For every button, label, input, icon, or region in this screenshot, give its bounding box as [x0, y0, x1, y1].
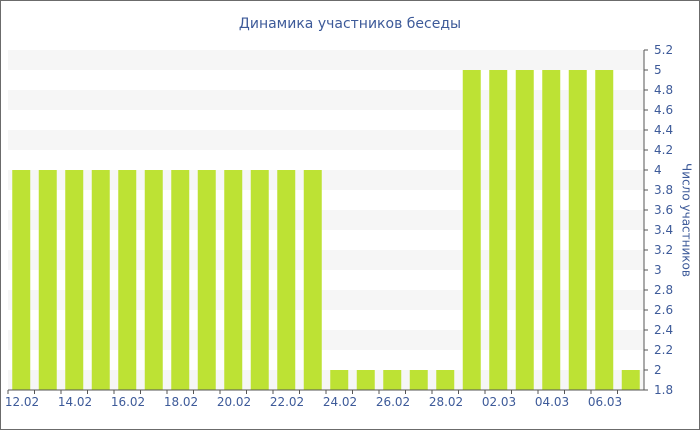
x-tick-label: 26.02: [376, 395, 410, 409]
grid-band: [8, 290, 644, 310]
bar-27.02: [409, 370, 428, 390]
y-tick-label: 3.8: [654, 183, 673, 197]
y-tick-label: 5: [654, 63, 662, 77]
bar-19.02: [197, 170, 216, 390]
bar-05.03: [568, 70, 587, 390]
bars: [12, 70, 640, 390]
x-tick-label: 20.02: [217, 395, 251, 409]
x-tick-label: 18.02: [164, 395, 198, 409]
bar-06.03: [595, 70, 614, 390]
y-tick-label: 4: [654, 163, 662, 177]
x-axis-ticks: 12.02 14.02 16.02 18.02 20.02 22.02 24.02 26.02…: [5, 390, 622, 409]
y-tick-label: 3: [654, 263, 662, 277]
grid-band: [8, 90, 644, 110]
bar-02.03: [489, 70, 508, 390]
grid-band: [8, 210, 644, 230]
bar-16.02: [118, 170, 137, 390]
y-tick-label: 3.6: [654, 203, 673, 217]
grid-band: [8, 370, 644, 390]
bar-24.02: [330, 370, 349, 390]
y-tick-label: 2.8: [654, 283, 673, 297]
y-tick-label: 5.2: [654, 43, 673, 57]
y-tick-label: 2.4: [654, 323, 673, 337]
bar-12.02: [12, 170, 31, 390]
chart-title: Динамика участников беседы: [239, 16, 461, 32]
x-tick-label: 22.02: [270, 395, 304, 409]
bar-18.02: [171, 170, 190, 390]
x-tick-label: 24.02: [323, 395, 357, 409]
grid-band: [8, 50, 644, 70]
bar-01.03: [462, 70, 481, 390]
y-axis-title: Число участников: [680, 163, 694, 277]
y-tick-label: 3.4: [654, 223, 673, 237]
x-tick-label: 16.02: [111, 395, 145, 409]
x-tick-label: 12.02: [5, 395, 39, 409]
y-tick-label: 4.2: [654, 143, 673, 157]
x-tick-label: 04.03: [535, 395, 569, 409]
x-tick-label: 28.02: [429, 395, 463, 409]
bar-03.03: [515, 70, 534, 390]
bar-22.02: [277, 170, 296, 390]
y-tick-label: 4.8: [654, 83, 673, 97]
bar-26.02: [383, 370, 402, 390]
grid-band: [8, 330, 644, 350]
y-axis-ticks: 1.8 2 2.2 2.4 2.6 2.8 3 3.2 3.4 3.6 3.8 4 4.2 4.4 4.6 4…: [644, 43, 673, 397]
y-tick-label: 3.2: [654, 243, 673, 257]
bar-13.02: [38, 170, 57, 390]
bar-04.03: [542, 70, 561, 390]
bar-14.02: [65, 170, 84, 390]
y-tick-label: 4.6: [654, 103, 673, 117]
grid-band: [8, 250, 644, 270]
bar-28.02: [436, 370, 455, 390]
y-tick-label: 2: [654, 363, 662, 377]
grid-band: [8, 130, 644, 150]
x-tick-label: 06.03: [588, 395, 622, 409]
grid-bands: [8, 50, 644, 390]
bar-20.02: [224, 170, 243, 390]
bar-15.02: [91, 170, 110, 390]
x-tick-label: 02.03: [482, 395, 516, 409]
bar-23.02: [303, 170, 322, 390]
y-tick-label: 2.2: [654, 343, 673, 357]
y-tick-label: 4.4: [654, 123, 673, 137]
x-tick-label: 14.02: [58, 395, 92, 409]
y-tick-label: 1.8: [654, 383, 673, 397]
grid-band: [8, 170, 644, 190]
bar-25.02: [356, 370, 375, 390]
y-tick-label: 2.6: [654, 303, 673, 317]
bar-21.02: [250, 170, 269, 390]
bar-07.03: [621, 370, 640, 390]
bar-17.02: [144, 170, 163, 390]
